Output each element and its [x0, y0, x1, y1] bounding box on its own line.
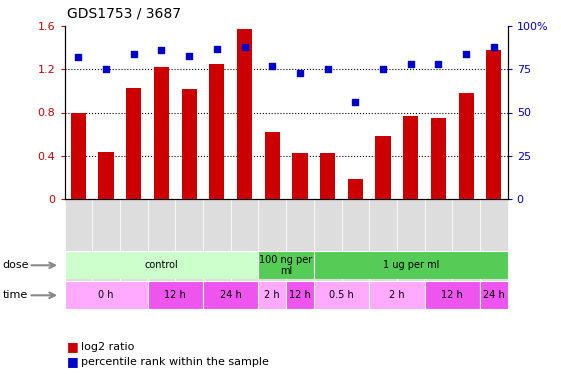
Bar	[375, 136, 390, 199]
Bar	[126, 88, 141, 199]
Bar	[314, 251, 508, 279]
Point	[489, 44, 498, 50]
Text: ■: ■	[67, 356, 79, 368]
Bar	[286, 199, 314, 294]
Bar	[65, 281, 148, 309]
Bar	[286, 281, 314, 309]
Bar	[98, 152, 114, 199]
Point	[185, 53, 194, 58]
Bar	[458, 93, 474, 199]
Bar	[148, 199, 176, 294]
Bar	[259, 251, 314, 279]
Point	[240, 44, 249, 50]
Bar	[71, 112, 86, 199]
Point	[213, 46, 222, 52]
Bar	[231, 199, 259, 294]
Point	[462, 51, 471, 57]
Point	[157, 47, 166, 53]
Bar	[452, 199, 480, 294]
Bar	[265, 132, 280, 199]
Bar	[320, 153, 335, 199]
Bar	[182, 89, 197, 199]
Bar	[259, 199, 286, 294]
Text: percentile rank within the sample: percentile rank within the sample	[81, 357, 269, 367]
Text: control: control	[145, 260, 178, 270]
Bar	[65, 199, 92, 294]
Point	[351, 99, 360, 105]
Bar	[120, 199, 148, 294]
Text: log2 ratio: log2 ratio	[81, 342, 135, 352]
Text: 100 ng per
ml: 100 ng per ml	[260, 255, 312, 276]
Text: GDS1753 / 3687: GDS1753 / 3687	[67, 7, 181, 21]
Bar	[92, 199, 120, 294]
Bar	[480, 199, 508, 294]
Text: ■: ■	[67, 340, 79, 353]
Bar	[237, 30, 252, 199]
Text: 0.5 h: 0.5 h	[329, 290, 354, 300]
Bar	[397, 199, 425, 294]
Text: 2 h: 2 h	[389, 290, 404, 300]
Point	[296, 70, 305, 76]
Text: 24 h: 24 h	[483, 290, 505, 300]
Text: 24 h: 24 h	[220, 290, 242, 300]
Bar	[342, 199, 369, 294]
Bar	[486, 50, 502, 199]
Text: 0 h: 0 h	[98, 290, 114, 300]
Point	[102, 66, 111, 72]
Bar	[425, 199, 452, 294]
Text: 12 h: 12 h	[164, 290, 186, 300]
Bar	[203, 281, 259, 309]
Point	[129, 51, 138, 57]
Bar	[203, 199, 231, 294]
Text: 12 h: 12 h	[442, 290, 463, 300]
Point	[268, 63, 277, 69]
Point	[434, 61, 443, 67]
Bar	[480, 281, 508, 309]
Bar	[65, 251, 259, 279]
Bar	[369, 281, 425, 309]
Bar	[259, 281, 286, 309]
Bar	[348, 179, 363, 199]
Bar	[154, 67, 169, 199]
Text: 1 ug per ml: 1 ug per ml	[383, 260, 439, 270]
Point	[74, 54, 83, 60]
Bar	[292, 153, 307, 199]
Point	[379, 66, 388, 72]
Text: dose: dose	[3, 260, 29, 270]
Point	[323, 66, 332, 72]
Bar	[403, 116, 419, 199]
Bar	[148, 281, 203, 309]
Bar	[314, 199, 342, 294]
Text: 2 h: 2 h	[264, 290, 280, 300]
Bar	[314, 281, 369, 309]
Text: 12 h: 12 h	[289, 290, 311, 300]
Bar	[425, 281, 480, 309]
Bar	[209, 64, 224, 199]
Point	[406, 61, 415, 67]
Text: time: time	[3, 290, 28, 300]
Bar	[175, 199, 203, 294]
Bar	[369, 199, 397, 294]
Bar	[431, 118, 446, 199]
